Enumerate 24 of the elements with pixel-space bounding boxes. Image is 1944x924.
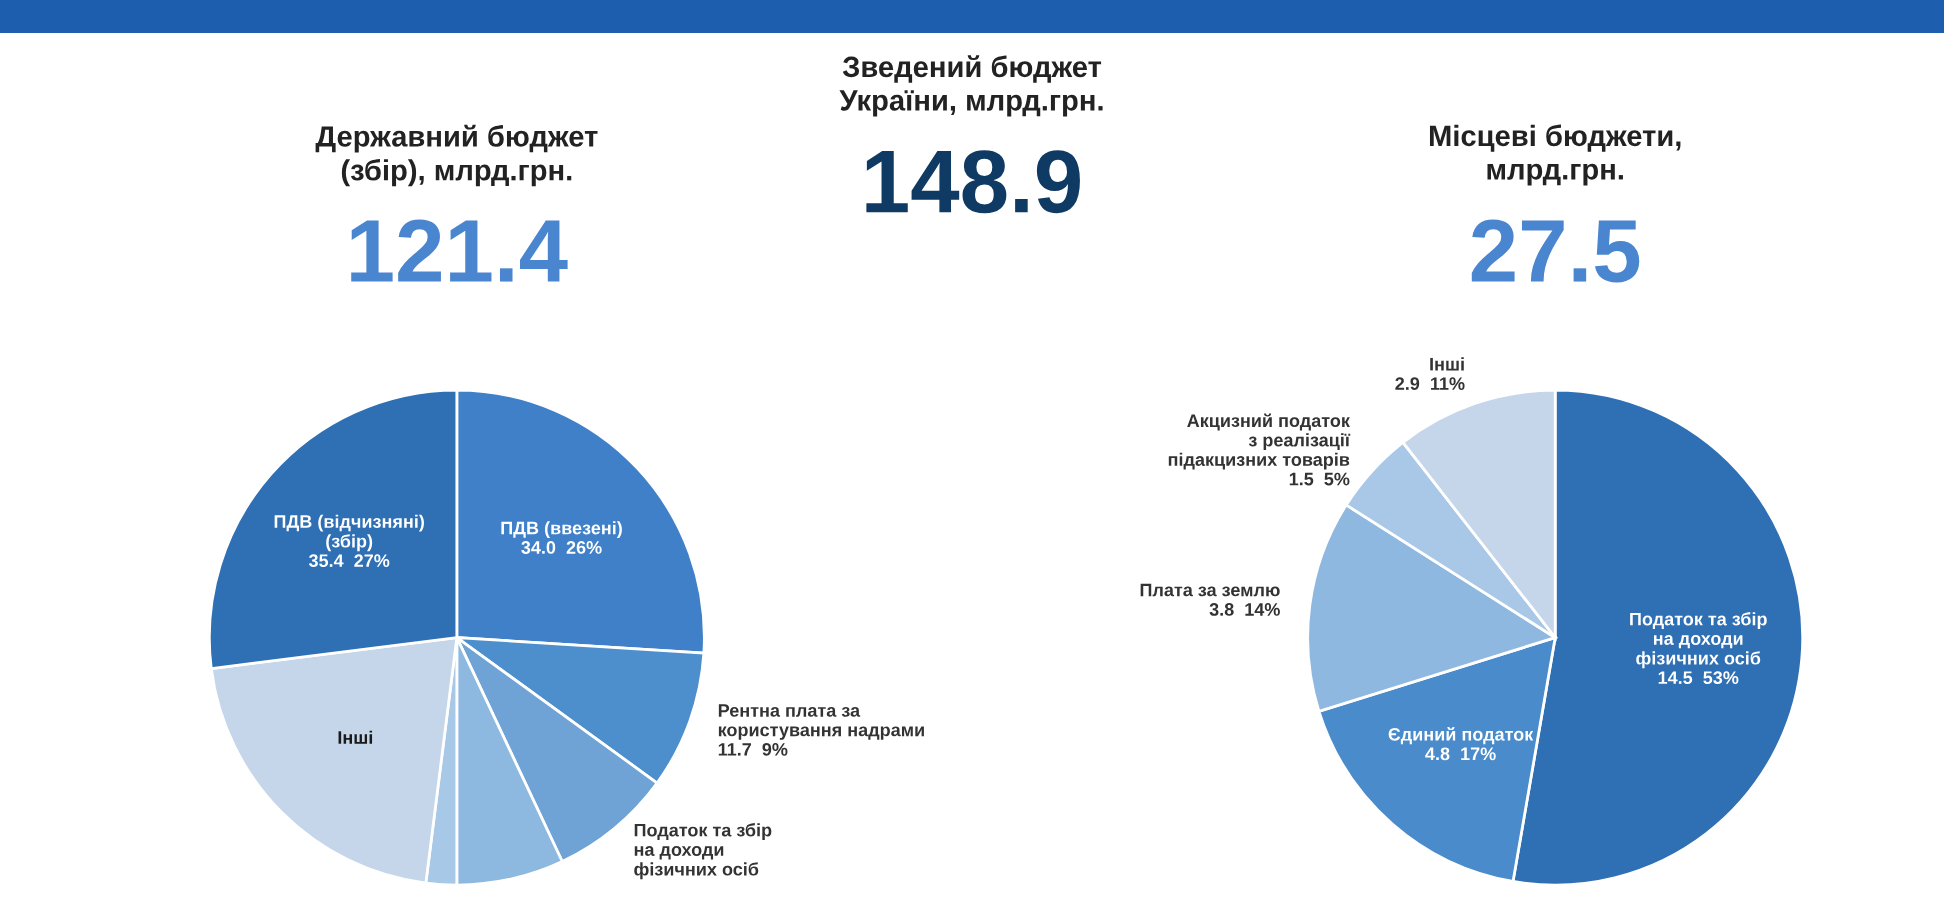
data-label: 1.5 5% [1289,472,1350,486]
data-label: 35.4 27% [308,554,390,568]
slice-label: Інші [338,730,373,744]
chart-subtitle: 27.5 [1471,219,1640,283]
slice-label: Єдиний податок [1388,727,1534,745]
data-label: 2.9 11% [1395,377,1465,390]
slice-label: Плата за землю [1140,583,1280,597]
slice-label: ПДВ (відчизняні) (збір) [274,514,424,552]
chart-title: Державний бюджет (збір), млрд.грн. [315,124,598,187]
slice-label: Податок та збір на доходи фізичних осіб [634,823,772,880]
data-label: 4.8 17% [1425,747,1496,761]
data-label: 11.7 9% [718,742,788,756]
data-label: 34.0 26% [521,541,602,554]
slice-label: Податок та збір на доходи фізичних осіб [1630,612,1767,669]
data-label: 14.5 53% [1658,671,1739,685]
data-label: 3.8 14% [1209,603,1280,616]
slice-label: Рентна плата за користування надрами [718,704,924,740]
chart-subtitle: 121.4 [351,219,568,282]
slice-label: ПДВ (ввезені) [501,521,622,538]
slice-label: Інші [1430,357,1464,371]
chart-title: Місцеві бюджети, млрд.грн. [1429,124,1681,186]
text: 148.9 [866,150,1080,214]
text: Зведений бюджет України, млрд.грн. [839,55,1103,117]
slice-label: Акцизний податок з реалізації підакцизних товарів [1168,413,1351,470]
